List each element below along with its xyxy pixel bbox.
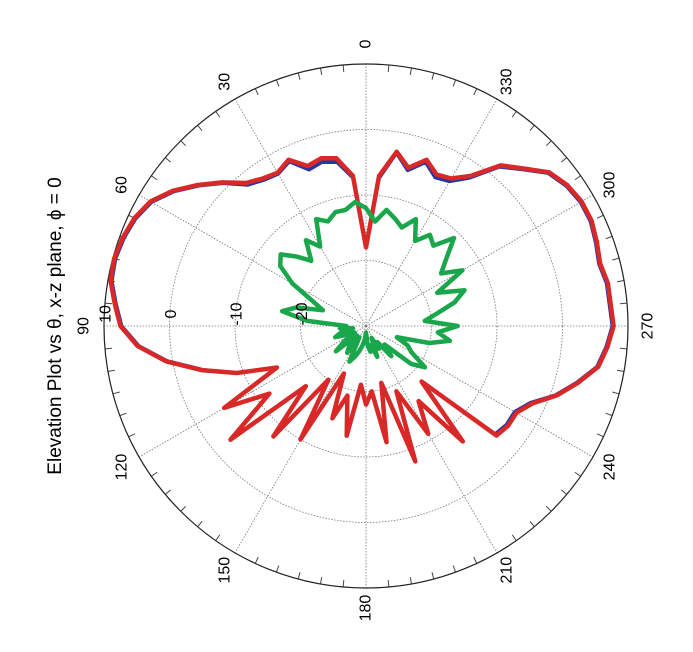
angle-tick-label: 270 <box>640 313 657 340</box>
minor-tick <box>164 157 171 163</box>
minor-tick <box>215 534 221 541</box>
minor-tick <box>112 391 120 395</box>
minor-tick <box>596 433 604 438</box>
series-line-3 <box>277 199 467 370</box>
minor-tick <box>619 347 628 350</box>
tick-labels: 0 30 60 90 120 150 180 210 240 270 300 330 -20 -10 0 10 <box>76 39 657 621</box>
minor-tick <box>596 214 604 219</box>
minor-tick <box>431 572 435 580</box>
minor-tick <box>254 556 259 564</box>
minor-tick <box>452 79 457 87</box>
radial-tick-label: 0 <box>163 309 180 318</box>
minor-tick <box>574 471 581 477</box>
minor-tick <box>545 505 552 512</box>
minor-tick <box>561 489 568 495</box>
minor-tick <box>104 302 113 305</box>
angle-tick-label: 180 <box>358 595 375 622</box>
minor-tick <box>342 64 345 73</box>
minor-tick <box>605 235 613 240</box>
angle-tick-label: 60 <box>113 176 130 194</box>
angle-tick-label: 150 <box>217 557 234 584</box>
radial-ring <box>169 129 563 523</box>
minor-tick <box>452 565 457 573</box>
minor-tick <box>180 140 187 147</box>
minor-tick <box>387 64 390 73</box>
minor-tick <box>180 505 187 512</box>
minor-tick <box>164 489 171 495</box>
minor-tick <box>107 369 115 372</box>
angle-tick-label: 120 <box>113 454 130 481</box>
angle-tick-label: 0 <box>358 39 375 48</box>
series-line-1 <box>108 149 616 464</box>
minor-tick <box>254 88 259 96</box>
radial-ring <box>300 260 432 392</box>
minor-tick <box>197 124 203 131</box>
radial-ring <box>234 194 498 458</box>
minor-tick <box>511 534 517 541</box>
minor-tick <box>561 157 568 163</box>
angle-tick-label: 240 <box>602 454 619 481</box>
minor-tick <box>473 88 478 96</box>
radial-tick-label: -20 <box>294 302 311 325</box>
minor-tick <box>104 347 113 350</box>
series-layer <box>108 149 616 464</box>
minor-tick <box>605 412 613 417</box>
radial-tick-label: -10 <box>229 302 246 325</box>
minor-tick <box>342 579 345 588</box>
minor-tick <box>297 572 301 580</box>
minor-tick <box>151 471 158 477</box>
angle-tick-label: 330 <box>498 68 515 95</box>
minor-tick <box>297 72 301 80</box>
angle-tick-label: 300 <box>602 172 619 199</box>
minor-tick <box>128 433 136 438</box>
series-line-2 <box>110 151 615 462</box>
minor-tick <box>119 412 127 417</box>
polar-grid <box>103 63 629 589</box>
minor-tick <box>431 72 435 80</box>
minor-tick <box>511 111 517 118</box>
minor-tick <box>387 579 390 588</box>
minor-tick <box>409 577 412 585</box>
minor-tick <box>275 79 280 87</box>
minor-tick <box>215 111 221 118</box>
minor-tick <box>612 257 620 261</box>
angle-tick-label: 30 <box>216 73 233 91</box>
minor-tick <box>529 521 535 528</box>
minor-tick <box>151 175 158 181</box>
minor-tick <box>612 391 620 395</box>
minor-tick <box>529 124 535 131</box>
minor-tick <box>320 67 323 75</box>
minor-tick <box>275 565 280 573</box>
minor-tick <box>619 302 628 305</box>
minor-tick <box>617 369 625 372</box>
minor-tick <box>320 577 323 585</box>
outer-ring <box>103 63 629 589</box>
minor-tick <box>545 140 552 147</box>
minor-tick <box>197 521 203 528</box>
minor-tick <box>473 556 478 564</box>
radial-tick-label: 10 <box>98 305 115 323</box>
angle-tick-label: 210 <box>499 557 516 584</box>
minor-tick <box>617 280 625 283</box>
angle-tick-label: 90 <box>76 317 93 335</box>
minor-tick <box>574 175 581 181</box>
minor-tick <box>409 67 412 75</box>
